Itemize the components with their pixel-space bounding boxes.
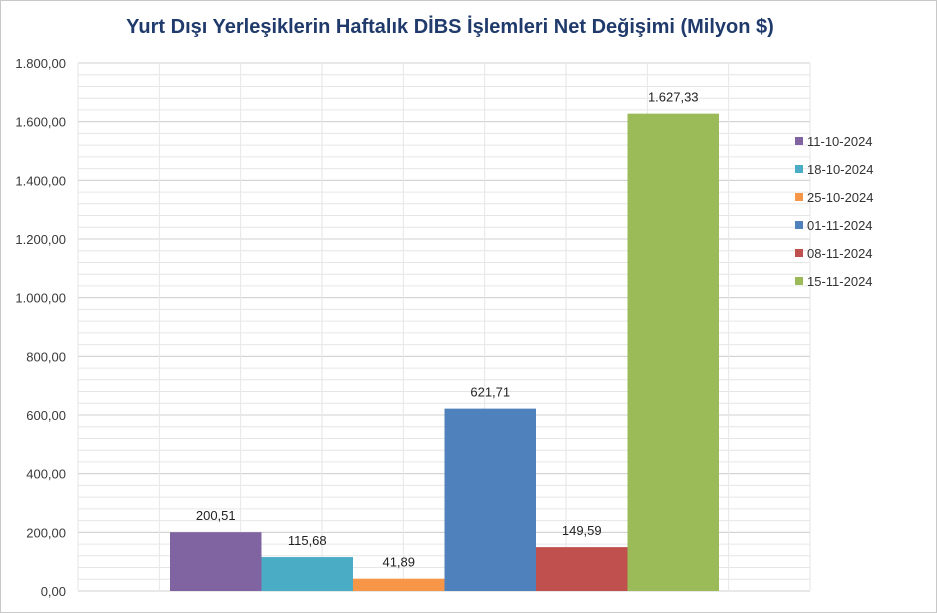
data-label: 41,89 <box>382 555 415 570</box>
data-label: 621,71 <box>470 385 510 400</box>
bars <box>170 113 719 591</box>
legend: 11-10-2024 18-10-2024 25-10-2024 01-11-2024… <box>795 127 874 295</box>
legend-label: 08-11-2024 <box>807 245 873 261</box>
legend-item: 01-11-2024 <box>795 211 874 239</box>
y-tick-label: 1.000,00 <box>15 291 66 306</box>
data-label: 200,51 <box>196 508 236 523</box>
y-tick-label: 1.800,00 <box>15 56 66 71</box>
legend-swatch <box>795 165 803 173</box>
y-tick-label: 600,00 <box>26 408 66 423</box>
y-tick-label: 0,00 <box>41 584 66 599</box>
legend-swatch <box>795 193 803 201</box>
data-label: 1.627,33 <box>648 90 699 105</box>
legend-label: 15-11-2024 <box>807 273 873 289</box>
legend-swatch <box>795 221 803 229</box>
data-label: 115,68 <box>288 533 327 548</box>
legend-swatch <box>795 137 803 145</box>
y-tick-label: 1.400,00 <box>15 173 66 188</box>
bar-01-11-2024 <box>444 408 536 591</box>
y-tick-label: 200,00 <box>26 525 66 540</box>
legend-item: 08-11-2024 <box>795 239 874 267</box>
bar-25-10-2024 <box>353 578 445 591</box>
legend-label: 11-10-2024 <box>807 133 873 149</box>
data-labels: 200,51 115,68 41,89 621,71 149,59 1.627,33 <box>196 90 699 570</box>
chart-title: Yurt Dışı Yerleşiklerin Haftalık DİBS İş… <box>126 16 774 38</box>
legend-item: 11-10-2024 <box>795 127 874 155</box>
y-tick-label: 800,00 <box>26 349 66 364</box>
legend-label: 01-11-2024 <box>807 217 873 233</box>
legend-label: 25-10-2024 <box>807 189 874 205</box>
data-label: 149,59 <box>562 523 602 538</box>
y-tick-label: 1.200,00 <box>15 232 66 247</box>
legend-swatch <box>795 277 803 285</box>
y-axis-ticks: 0,00 200,00 400,00 600,00 800,00 1.000,00 1.20… <box>15 56 66 599</box>
bar-08-11-2024 <box>536 547 628 591</box>
bar-15-11-2024 <box>627 113 719 591</box>
bar-18-10-2024 <box>261 557 353 591</box>
legend-swatch <box>795 249 803 257</box>
legend-item: 25-10-2024 <box>795 183 874 211</box>
y-tick-label: 1.600,00 <box>15 115 66 130</box>
y-tick-label: 400,00 <box>26 467 66 482</box>
legend-item: 15-11-2024 <box>795 267 874 295</box>
bar-11-10-2024 <box>170 532 262 591</box>
legend-label: 18-10-2024 <box>807 161 874 177</box>
legend-item: 18-10-2024 <box>795 155 874 183</box>
